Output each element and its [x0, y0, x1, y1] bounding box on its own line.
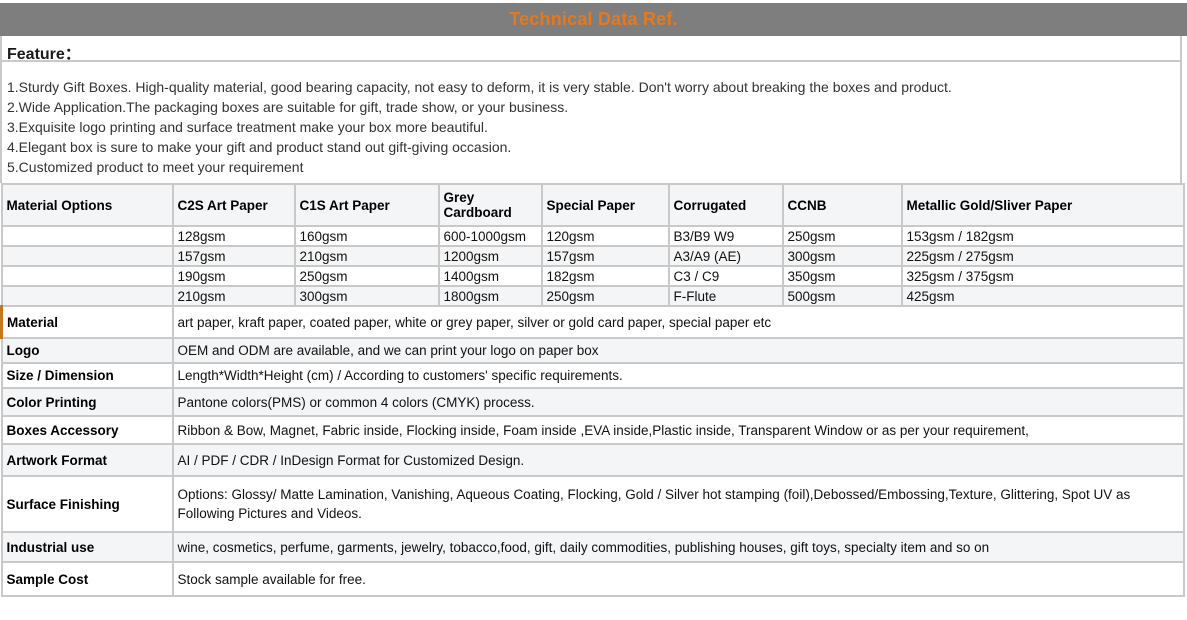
gsm-cell: 128gsm	[171, 225, 296, 247]
gsm-cell: C3 / C9	[667, 265, 784, 287]
gsm-cell: 250gsm	[540, 285, 670, 307]
gsm-cell: F-Flute	[667, 285, 784, 307]
gsm-cell: 225gsm / 275gsm	[900, 245, 1185, 267]
gsm-row: 157gsm 210gsm 1200gsm 157gsm A3/A9 (AE) 300gs…	[0, 245, 1185, 267]
column-header: C2S Art Paper	[171, 183, 296, 227]
column-header: Grey Cardboard	[437, 183, 543, 227]
gsm-cell: 300gsm	[293, 285, 440, 307]
column-header: C1S Art Paper	[293, 183, 440, 227]
gsm-cell: 190gsm	[171, 265, 296, 287]
gsm-cell: 250gsm	[293, 265, 440, 287]
gsm-cell: 350gsm	[781, 265, 903, 287]
spec-label: Boxes Accessory	[0, 415, 174, 445]
gsm-cell: 325gsm / 375gsm	[900, 265, 1185, 287]
spec-row: Color Printing Pantone colors(PMS) or com…	[0, 387, 1185, 417]
gsm-cell: 160gsm	[293, 225, 440, 247]
spec-value: Pantone colors(PMS) or common 4 colors (…	[171, 387, 1185, 417]
spec-label: Size / Dimension	[0, 362, 174, 389]
spec-value: art paper, kraft paper, coated paper, wh…	[171, 305, 1185, 339]
spec-label: Sample Cost	[0, 561, 174, 597]
spec-value: AI / PDF / CDR / InDesign Format for Cus…	[171, 443, 1185, 477]
gsm-cell	[0, 225, 174, 247]
gsm-cell: 210gsm	[171, 285, 296, 307]
gsm-row: 128gsm 160gsm 600-1000gsm 120gsm B3/B9 W9 250…	[0, 225, 1185, 247]
spec-value: wine, cosmetics, perfume, garments, jewe…	[171, 531, 1185, 563]
spec-row: Surface Finishing Options: Glossy/ Matte …	[0, 475, 1185, 533]
gsm-cell: 600-1000gsm	[437, 225, 543, 247]
gsm-cell: 500gsm	[781, 285, 903, 307]
spec-row: Artwork Format AI / PDF / CDR / InDesign …	[0, 443, 1185, 477]
page-title: Technical Data Ref.	[0, 3, 1187, 36]
spec-label: Material	[0, 305, 174, 339]
gsm-cell: 300gsm	[781, 245, 903, 267]
gsm-cell: 153gsm / 182gsm	[900, 225, 1185, 247]
feature-item: 1.Sturdy Gift Boxes. High-quality materi…	[7, 79, 952, 95]
spec-value: Ribbon & Bow, Magnet, Fabric inside, Flo…	[171, 415, 1185, 445]
spec-label: Industrial use	[0, 531, 174, 563]
feature-item: 4.Elegant box is sure to make your gift …	[7, 139, 512, 155]
column-header: Metallic Gold/Sliver Paper	[900, 183, 1185, 227]
column-header: Material Options	[0, 183, 174, 227]
gsm-cell	[0, 245, 174, 267]
spec-row: Industrial use wine, cosmetics, perfume, …	[0, 531, 1185, 563]
gsm-cell: 250gsm	[781, 225, 903, 247]
spec-label: Logo	[0, 337, 174, 364]
spec-value: Length*Width*Height (cm) / According to …	[171, 362, 1185, 389]
column-header: Special Paper	[540, 183, 670, 227]
feature-heading: Feature：	[2, 36, 1180, 63]
gsm-cell: 1200gsm	[437, 245, 543, 267]
spec-label: Color Printing	[0, 387, 174, 417]
feature-item: 2.Wide Application.The packaging boxes a…	[7, 99, 569, 115]
gsm-cell: 425gsm	[900, 285, 1185, 307]
spec-value: OEM and ODM are available, and we can pr…	[171, 337, 1185, 364]
gsm-cell	[0, 285, 174, 307]
feature-item: 5.Customized product to meet your requir…	[7, 159, 304, 175]
gsm-cell: B3/B9 W9	[667, 225, 784, 247]
gsm-cell: 182gsm	[540, 265, 670, 287]
feature-item: 3.Exquisite logo printing and surface tr…	[7, 119, 488, 135]
gsm-cell: 157gsm	[171, 245, 296, 267]
gsm-cell: 120gsm	[540, 225, 670, 247]
spec-row: Sample Cost Stock sample available for fr…	[0, 561, 1185, 597]
spec-label: Surface Finishing	[0, 475, 174, 533]
gsm-cell: 1800gsm	[437, 285, 543, 307]
spec-value: Options: Glossy/ Matte Lamination, Vanis…	[171, 475, 1185, 533]
gsm-cell	[0, 265, 174, 287]
gsm-cell: 157gsm	[540, 245, 670, 267]
spec-row: Logo OEM and ODM are available, and we ca…	[0, 337, 1185, 364]
gsm-cell: 1400gsm	[437, 265, 543, 287]
gsm-row: 190gsm 250gsm 1400gsm 182gsm C3 / C9 350gsm 32…	[0, 265, 1185, 287]
feature-section: Feature： 1.Sturdy Gift Boxes. High-quali…	[0, 36, 1182, 183]
spec-row: Size / Dimension Length*Width*Height (cm)…	[0, 362, 1185, 389]
spec-row: Boxes Accessory Ribbon & Bow, Magnet, Fab…	[0, 415, 1185, 445]
gsm-cell: A3/A9 (AE)	[667, 245, 784, 267]
table-header-row: Material Options C2S Art Paper C1S Art Pap…	[0, 183, 1185, 227]
column-header: Corrugated	[667, 183, 784, 227]
gsm-row: 210gsm 300gsm 1800gsm 250gsm F-Flute 500gsm 42…	[0, 285, 1185, 307]
technical-data-table: Material Options C2S Art Paper C1S Art Pap…	[0, 183, 1185, 597]
spec-row: Material art paper, kraft paper, coated p…	[0, 305, 1185, 339]
column-header: CCNB	[781, 183, 903, 227]
spec-label: Artwork Format	[0, 443, 174, 477]
feature-list: 1.Sturdy Gift Boxes. High-quality materi…	[2, 62, 1180, 183]
gsm-cell: 210gsm	[293, 245, 440, 267]
spec-value: Stock sample available for free.	[171, 561, 1185, 597]
